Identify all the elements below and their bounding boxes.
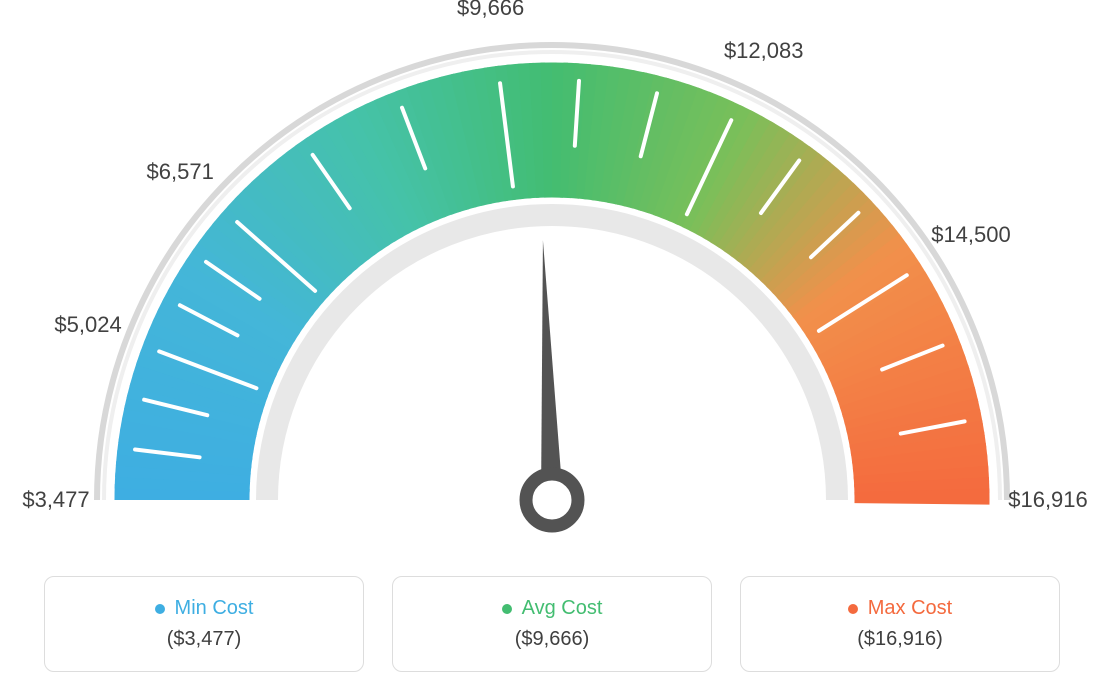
gauge-tick-label: $9,666 [457,0,524,21]
card-min-title: Min Cost [175,597,254,620]
card-min-title-row: Min Cost [155,597,254,620]
dot-icon [155,604,165,614]
cards-row: Min Cost ($3,477) Avg Cost ($9,666) Max … [0,576,1104,672]
card-avg-value: ($9,666) [515,628,590,651]
gauge-tick-label: $16,916 [1008,487,1088,513]
card-min: Min Cost ($3,477) [44,576,364,672]
gauge-tick-label: $5,024 [54,312,121,338]
card-min-value: ($3,477) [167,628,242,651]
card-max: Max Cost ($16,916) [740,576,1060,672]
card-max-value: ($16,916) [857,628,943,651]
gauge-tick-label: $3,477 [22,487,89,513]
dot-icon [502,604,512,614]
gauge-svg [0,0,1104,560]
card-avg: Avg Cost ($9,666) [392,576,712,672]
card-max-title: Max Cost [868,597,952,620]
gauge-tick-label: $6,571 [147,159,214,185]
card-max-title-row: Max Cost [848,597,952,620]
gauge-tick-label: $12,083 [724,38,804,64]
dot-icon [848,604,858,614]
card-avg-title: Avg Cost [522,597,603,620]
gauge-container: $3,477 $5,024 $6,571 $9,666 $12,083 $14,500 $1… [0,0,1104,560]
card-avg-title-row: Avg Cost [502,597,603,620]
gauge-tick-label: $14,500 [931,222,1011,248]
